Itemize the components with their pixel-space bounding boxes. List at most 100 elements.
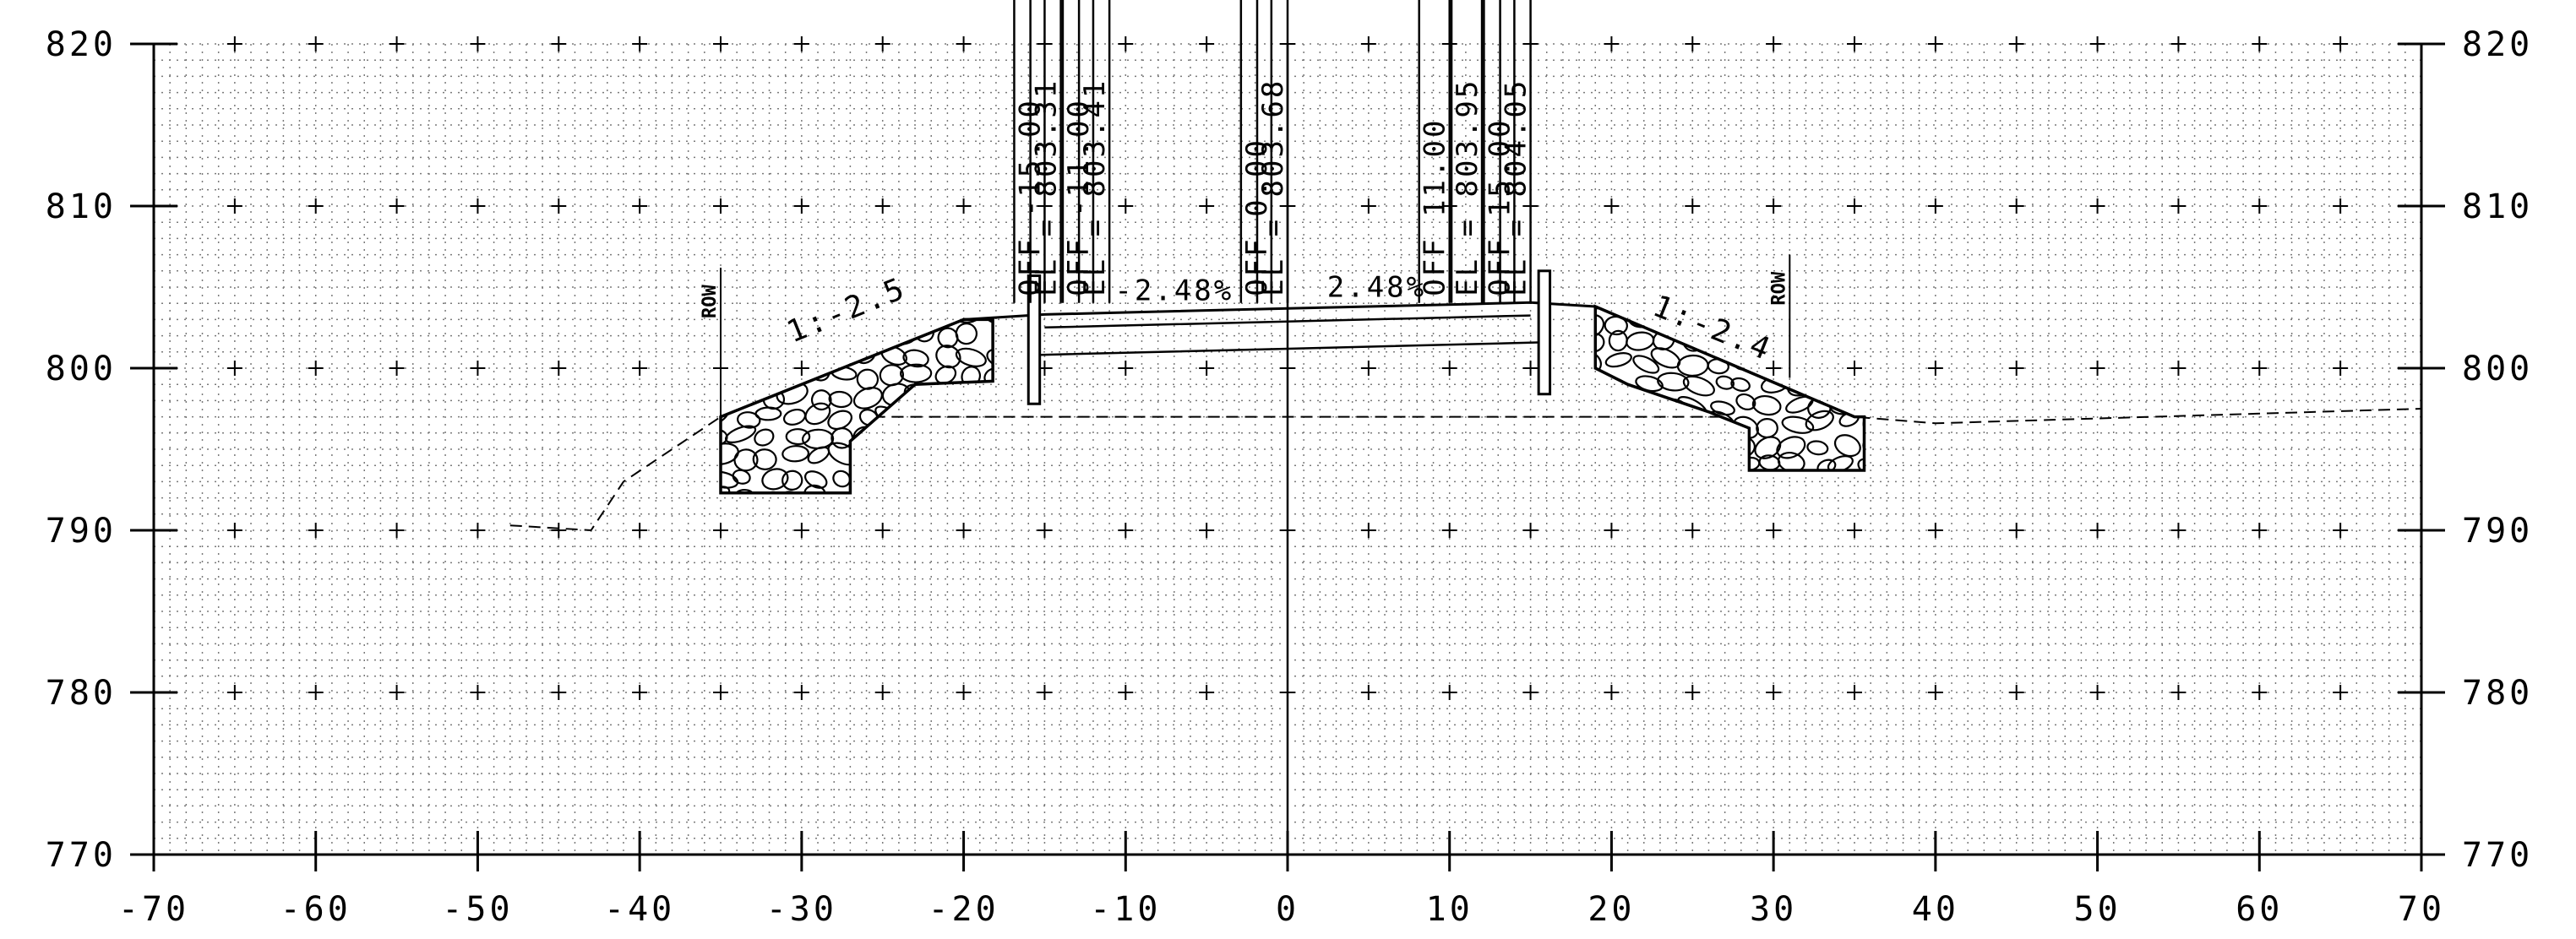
riprap-stone: [828, 390, 852, 409]
riprap-stone: [1627, 307, 1650, 312]
offset-label: EL = 803.31: [1030, 79, 1064, 296]
riprap-stone: [1595, 450, 1602, 470]
grade-label: 2.48%: [1327, 271, 1426, 305]
riprap-stone: [1735, 393, 1756, 410]
riprap-stone: [1649, 452, 1680, 470]
riprap-stone: [1595, 377, 1599, 394]
riprap-stone: [885, 491, 915, 493]
y-tick-label-right: 780: [2462, 674, 2533, 713]
riprap-stone: [1735, 307, 1760, 314]
riprap-stone: [931, 388, 962, 407]
riprap-stone: [1837, 372, 1865, 393]
riprap-stone: [959, 391, 979, 408]
riprap-stone: [734, 319, 761, 323]
riprap-stone: [1595, 350, 1602, 375]
riprap-stone: [1751, 395, 1782, 416]
riprap-stone: [989, 492, 1011, 511]
finished-grade-line: [720, 301, 1855, 418]
riprap-stone: [978, 406, 994, 421]
riprap-stone: [901, 486, 932, 493]
y-tick-label-left: 800: [46, 350, 117, 388]
riprap-stone: [752, 448, 777, 470]
pavement-bottom-line: [1044, 314, 1531, 329]
y-tick-label-right: 800: [2462, 350, 2533, 388]
riprap-stone: [986, 348, 994, 370]
riprap-stone: [1598, 413, 1627, 435]
riprap-stone: [887, 424, 910, 446]
x-tick-label: 70: [2398, 890, 2445, 929]
row-label: ROW: [700, 284, 721, 318]
riprap-stone: [737, 411, 761, 429]
riprap-stone: [961, 428, 981, 448]
existing-ground-layer: [509, 408, 2422, 532]
riprap-stone: [1806, 440, 1829, 456]
riprap-stone: [721, 370, 737, 385]
riprap-stone: [1680, 413, 1702, 430]
riprap-stone: [754, 428, 775, 447]
riprap-stone: [1805, 410, 1834, 432]
riprap-stone: [1838, 311, 1860, 326]
riprap-stone: [899, 363, 933, 383]
riprap-stone: [1607, 436, 1626, 455]
row-label: ROW: [1768, 271, 1789, 305]
riprap-stone: [858, 489, 882, 493]
x-tick-label: -60: [280, 890, 351, 929]
offset-label: EL = 803.41: [1078, 79, 1112, 296]
riprap-stone: [1802, 348, 1829, 373]
y-tick-label-left: 770: [46, 836, 117, 875]
riprap-stone: [1678, 452, 1702, 470]
riprap-stone: [732, 469, 751, 485]
riprap-stone: [985, 383, 994, 405]
riprap-stone: [908, 407, 939, 432]
riprap-stone: [1784, 352, 1816, 377]
riprap-stone: [831, 342, 858, 361]
riprap-stone: [951, 319, 983, 323]
riprap-stone: [929, 408, 953, 429]
riprap-stone: [953, 481, 983, 493]
x-tick-label: -50: [442, 890, 513, 929]
riprap-stone: [1612, 307, 1632, 311]
riprap-stone: [1807, 333, 1831, 351]
riprap-stone: [1622, 459, 1655, 470]
riprap-stone: [1781, 415, 1815, 434]
riprap-stone: [1595, 332, 1605, 353]
riprap-stone: [721, 486, 731, 493]
riprap-stone: [1781, 317, 1808, 336]
riprap-stone: [1595, 393, 1604, 417]
riprap-stone: [861, 325, 880, 344]
y-tick-label-right: 820: [2462, 25, 2533, 64]
x-tick-label: -10: [1090, 890, 1161, 929]
riprap-stone: [1650, 347, 1681, 369]
y-tick-label-right: 810: [2462, 187, 2533, 226]
riprap-stone: [733, 448, 759, 472]
x-tick-label: 20: [1588, 890, 1635, 929]
riprap-stone: [761, 468, 789, 491]
riprap-stone: [1710, 400, 1735, 416]
riprap-stone: [721, 442, 739, 465]
x-tick-label: 10: [1426, 890, 1473, 929]
riprap-stone: [733, 489, 755, 493]
y-tick-label-left: 810: [46, 187, 117, 226]
riprap-stone: [902, 349, 929, 368]
riprap-stone: [751, 328, 780, 346]
x-tick-label: 40: [1912, 890, 1959, 929]
riprap-stone: [1682, 436, 1713, 453]
x-tick-label: 50: [2073, 890, 2121, 929]
riprap-stone: [1715, 375, 1735, 390]
x-tick-label: -20: [928, 890, 999, 929]
x-tick-label: 30: [1750, 890, 1797, 929]
riprap-stone: [955, 347, 987, 367]
riprap-stone: [1632, 355, 1660, 374]
x-tick-label: -70: [118, 890, 189, 929]
riprap-stone: [961, 402, 985, 426]
y-tick-label-right: 770: [2462, 836, 2533, 875]
riprap-stone: [1604, 352, 1632, 368]
existing-ground-line: [509, 408, 2422, 532]
y-tick-label-left: 790: [46, 512, 117, 551]
riprap-stone: [852, 470, 884, 487]
riprap-stone: [759, 319, 782, 323]
riprap-stone: [754, 406, 782, 421]
riprap-stone: [1776, 436, 1806, 459]
riprap-stone: [1833, 434, 1861, 458]
